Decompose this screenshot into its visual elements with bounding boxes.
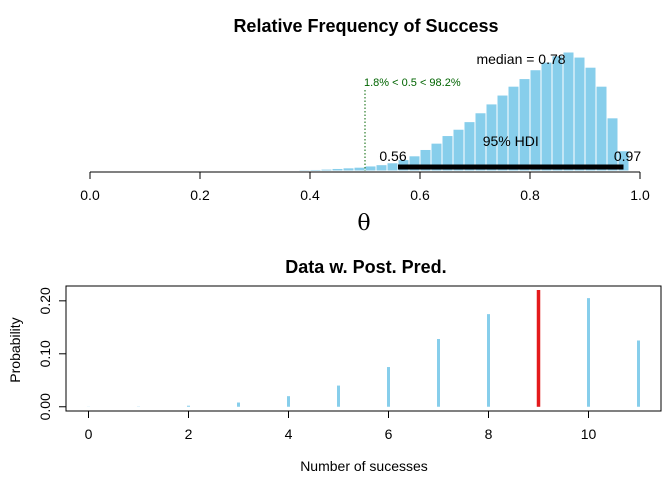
x-tick-label: 8 bbox=[485, 426, 493, 442]
posterior-histogram-panel: Relative Frequency of Success 1.8% < 0.5… bbox=[80, 16, 650, 236]
histogram-bar bbox=[463, 121, 476, 172]
histogram-bar bbox=[386, 162, 399, 172]
x-tick-label: 0.0 bbox=[80, 187, 100, 203]
histogram-bars bbox=[243, 51, 630, 172]
histogram-bar bbox=[353, 166, 366, 172]
x-axis-successes: 0 2 4 6 8 10 bbox=[85, 411, 597, 442]
histogram-bar bbox=[606, 117, 619, 172]
histogram-bar bbox=[529, 69, 542, 172]
histogram-bar bbox=[562, 51, 575, 172]
histogram-bar bbox=[342, 167, 355, 172]
chart-title-posterior: Relative Frequency of Success bbox=[233, 16, 498, 36]
histogram-bar bbox=[243, 169, 256, 172]
histogram-bar bbox=[375, 164, 388, 172]
histogram-bar bbox=[265, 169, 278, 172]
histogram-bar bbox=[298, 169, 311, 172]
histogram-bar bbox=[551, 55, 564, 172]
hdi-low-label: 0.56 bbox=[379, 148, 406, 164]
y-tick-label: 0.00 bbox=[37, 393, 53, 420]
histogram-bar bbox=[507, 85, 520, 172]
histogram-bar bbox=[617, 150, 630, 172]
histogram-bar bbox=[573, 56, 586, 172]
x-tick-label: 2 bbox=[185, 426, 193, 442]
x-tick-label: 10 bbox=[581, 426, 597, 442]
plot-box bbox=[65, 285, 662, 412]
x-tick-label: 6 bbox=[385, 426, 393, 442]
comparison-label: 1.8% < 0.5 < 98.2% bbox=[364, 77, 461, 89]
histogram-bar bbox=[584, 66, 597, 172]
histogram-bar bbox=[276, 169, 289, 172]
predictive-bars bbox=[87, 290, 640, 407]
median-label: median = 0.78 bbox=[476, 51, 565, 67]
histogram-bar bbox=[540, 61, 553, 172]
x-tick-label: 0.6 bbox=[410, 187, 430, 203]
histogram-bar bbox=[254, 169, 267, 172]
chart-title-predictive: Data w. Post. Pred. bbox=[285, 257, 446, 277]
posterior-predictive-panel: Data w. Post. Pred. 0 2 4 6 8 10 0.00 0.10 0.20… bbox=[7, 257, 662, 474]
hdi-label: 95% HDI bbox=[483, 133, 539, 149]
y-axis-probability: 0.00 0.10 0.20 bbox=[37, 287, 66, 420]
x-tick-label: 0.8 bbox=[520, 187, 540, 203]
histogram-bar bbox=[364, 165, 377, 172]
x-tick-label: 0 bbox=[85, 426, 93, 442]
x-axis-theta: 0.0 0.2 0.4 0.6 0.8 1.0 bbox=[80, 171, 650, 203]
x-tick-label: 0.4 bbox=[300, 187, 320, 203]
y-axis-label-probability: Probability bbox=[7, 317, 23, 382]
histogram-bar bbox=[595, 85, 608, 172]
histogram-bar bbox=[331, 167, 344, 172]
histogram-bar bbox=[518, 78, 531, 172]
histogram-bar bbox=[309, 168, 322, 172]
histogram-bar bbox=[320, 168, 333, 172]
x-tick-label: 0.2 bbox=[190, 187, 210, 203]
x-tick-label: 4 bbox=[285, 426, 293, 442]
x-axis-label-theta: θ bbox=[357, 211, 370, 236]
x-axis-label-successes: Number of sucesses bbox=[300, 458, 428, 474]
hdi-high-label: 0.97 bbox=[614, 148, 641, 164]
histogram-bar bbox=[287, 169, 300, 172]
y-tick-label: 0.10 bbox=[37, 340, 53, 367]
x-tick-label: 1.0 bbox=[630, 187, 650, 203]
y-tick-label: 0.20 bbox=[37, 287, 53, 314]
